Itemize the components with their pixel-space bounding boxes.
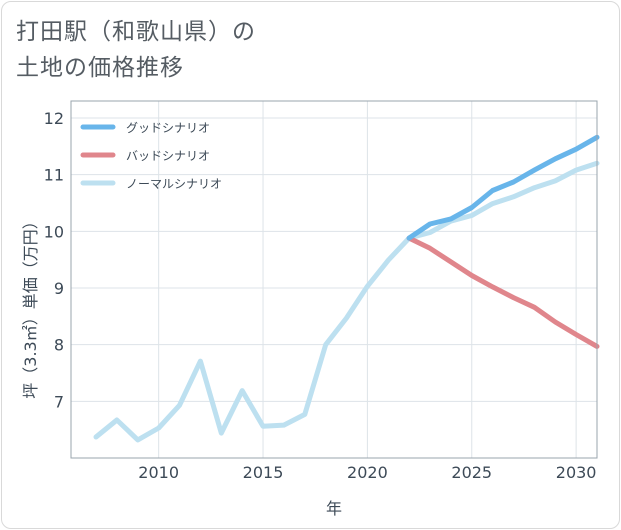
series-line-0 xyxy=(406,134,600,241)
x-tick-label: 2010 xyxy=(138,463,179,482)
x-axis-title: 年 xyxy=(326,499,342,518)
title-line-1: 打田駅（和歌山県）の xyxy=(16,19,256,45)
x-tick-label: 2015 xyxy=(243,463,284,482)
x-tick-label: 2020 xyxy=(347,463,388,482)
plot-frame xyxy=(70,100,598,459)
chart-title: 打田駅（和歌山県）の 土地の価格推移 xyxy=(16,14,256,86)
series-line-2 xyxy=(93,160,600,443)
y-tick-label: 10 xyxy=(44,222,64,241)
legend-label: ノーマルシナリオ xyxy=(126,177,222,191)
grid xyxy=(71,101,597,458)
x-tick-label: 2025 xyxy=(451,463,492,482)
y-tick-label: 11 xyxy=(44,166,64,185)
y-tick-label: 7 xyxy=(54,392,64,411)
legend-label: バッドシナリオ xyxy=(126,149,210,163)
title-line-2: 土地の価格推移 xyxy=(16,55,184,81)
x-tick-label: 2030 xyxy=(556,463,597,482)
y-axis-title: 坪（3.3㎡）単価（万円） xyxy=(21,213,40,398)
y-tick-label: 8 xyxy=(54,336,64,355)
y-tick-label: 12 xyxy=(44,109,64,128)
y-tick-label: 9 xyxy=(54,279,64,298)
series-line-1 xyxy=(406,235,600,349)
tick-labels: 7 8 9 10 11 12 2010 2015 2020 2025 2030 xyxy=(44,109,597,482)
legend-label: グッドシナリオ xyxy=(126,121,210,135)
series-layer xyxy=(93,134,600,443)
